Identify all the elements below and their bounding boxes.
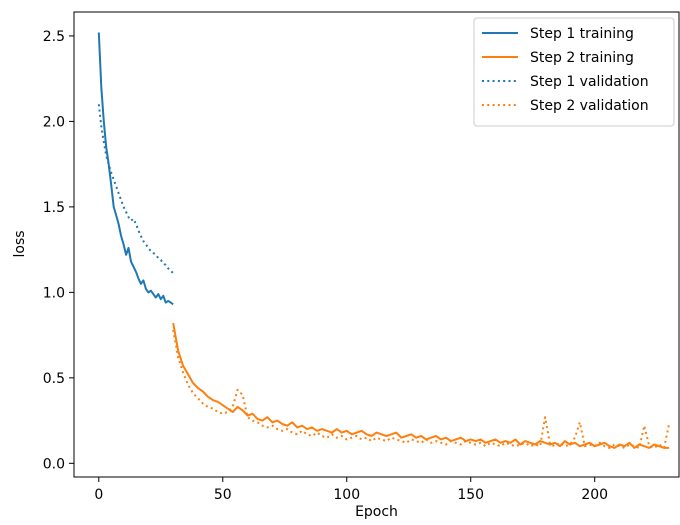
y-tick-label: 1.5 [43, 200, 65, 216]
legend-box [473, 17, 675, 127]
legend-label: Step 1 validation [530, 74, 649, 90]
y-axis-ticks: 0.0 0.5 1.0 1.5 2.0 2.5 [43, 29, 74, 472]
x-axis-label: Epoch [355, 504, 398, 520]
y-axis-label: loss [12, 230, 28, 257]
y-tick-label: 0.5 [43, 371, 65, 387]
x-tick-label: 0 [94, 487, 103, 503]
legend-label: Step 1 training [530, 26, 634, 42]
x-tick-label: 200 [581, 487, 608, 503]
y-tick-label: 0.0 [43, 456, 65, 472]
x-tick-label: 150 [457, 487, 484, 503]
legend: Step 1 training Step 2 training Step 1 val… [473, 17, 675, 127]
plot-frame [73, 11, 680, 478]
series-line-step-1-validation [97, 104, 175, 275]
series-line-step-1-training [97, 32, 174, 306]
x-tick-label: 100 [333, 487, 360, 503]
series-line-step-2-training [172, 322, 670, 449]
series-line-step-2-validation [172, 329, 671, 449]
y-tick-label: 2.5 [43, 29, 65, 45]
series-lines [97, 32, 671, 449]
x-axis-ticks: 0 50 100 150 200 [94, 477, 608, 503]
legend-label: Step 2 validation [530, 98, 649, 114]
x-tick-label: 50 [214, 487, 232, 503]
y-tick-label: 2.0 [43, 114, 65, 130]
legend-label: Step 2 training [530, 50, 634, 66]
y-tick-label: 1.0 [43, 285, 65, 301]
